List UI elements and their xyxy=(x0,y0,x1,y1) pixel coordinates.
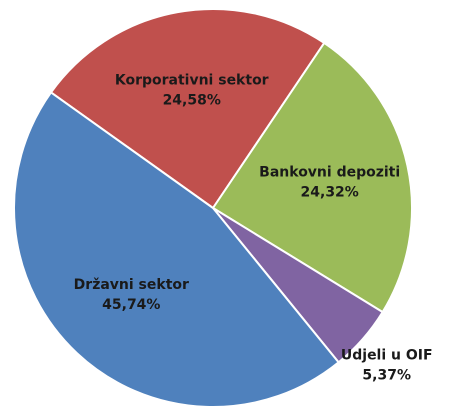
slice-value-label: 24,58% xyxy=(163,93,221,109)
pie-slice xyxy=(49,8,326,210)
slice-value-label: 24,32% xyxy=(301,185,359,201)
pie-slice xyxy=(211,41,413,314)
slice-label: Državni sektor xyxy=(74,277,189,293)
pie-slice xyxy=(13,91,341,408)
slice-value-label: 5,37% xyxy=(362,367,411,383)
slice-label: Udjeli u OIF xyxy=(341,347,433,363)
slice-label: Bankovni depoziti xyxy=(259,165,400,181)
slice-value-label: 45,74% xyxy=(102,297,160,313)
slice-label: Korporativni sektor xyxy=(115,73,269,89)
